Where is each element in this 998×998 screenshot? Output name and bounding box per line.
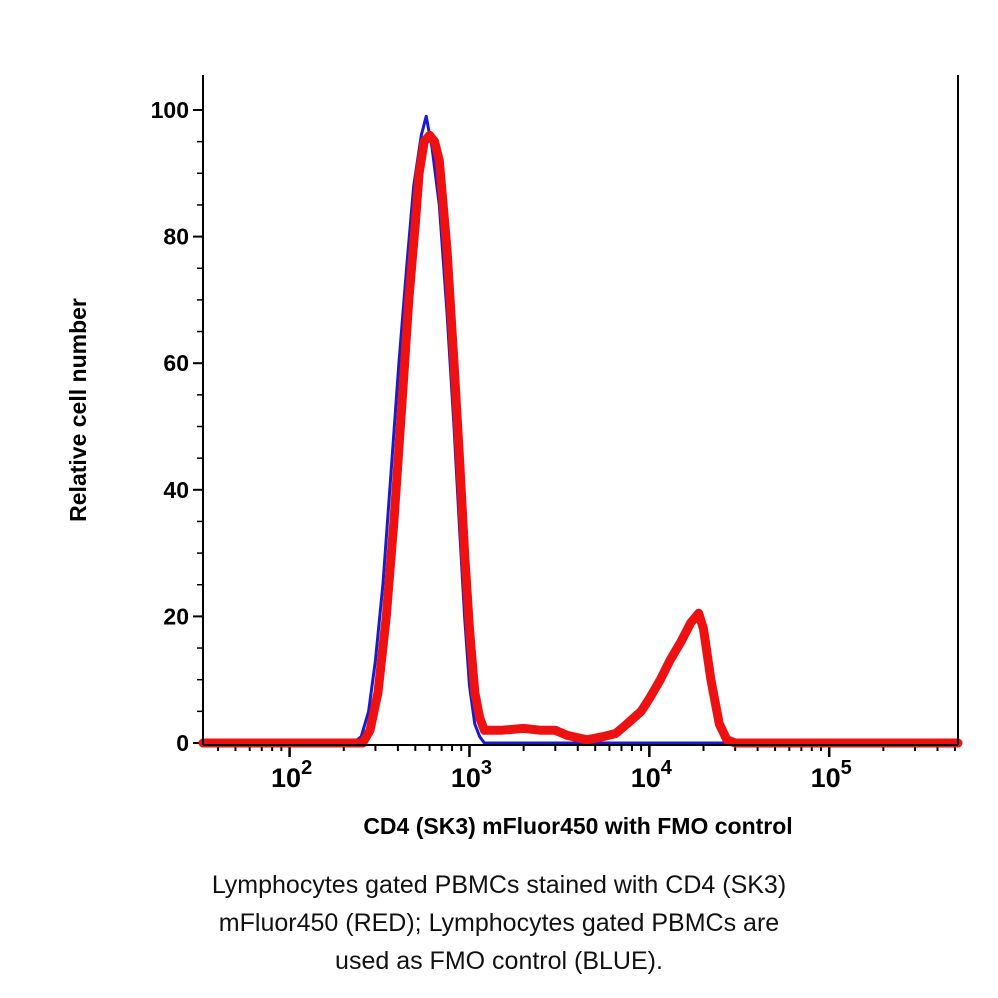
y-tick-label: 80 [163,224,189,250]
figure-caption: Lymphocytes gated PBMCs stained with CD4… [0,866,998,980]
x-axis-title: CD4 (SK3) mFluor450 with FMO control [363,813,792,839]
y-tick-label: 20 [163,603,189,629]
x-tick-exponent: 2 [301,757,312,779]
x-tick-label: 105 [811,757,852,793]
x-tick-base: 10 [811,763,841,793]
y-tick-label: 40 [163,477,189,503]
x-tick-exponent: 5 [841,757,852,779]
x-tick-label: 104 [631,757,673,793]
x-tick-base: 10 [271,763,301,793]
cd4-stained-series-line [198,130,963,748]
y-axis-title: Relative cell number [65,298,91,522]
x-tick-exponent: 4 [661,757,673,779]
y-tick-label: 60 [163,350,189,376]
fmo-control-series-line [201,114,960,745]
axis-ticks [193,109,956,757]
x-tick-label: 102 [271,757,312,793]
x-tick-exponent: 3 [481,757,492,779]
series-group [198,114,963,748]
caption-line-2: mFluor450 (RED); Lymphocytes gated PBMCs… [218,909,780,937]
x-tick-labels: 102 103 104 105 [271,757,852,793]
caption-line-1: Lymphocytes gated PBMCs stained with CD4… [211,871,787,899]
x-tick-base: 10 [631,763,661,793]
y-tick-label: 0 [176,730,189,756]
caption-line-3: used as FMO control (BLUE). [335,947,663,975]
x-tick-label: 103 [451,757,492,793]
y-tick-labels: 0 20 40 60 80 100 [151,97,189,756]
x-tick-base: 10 [451,763,481,793]
y-tick-label: 100 [151,97,189,123]
